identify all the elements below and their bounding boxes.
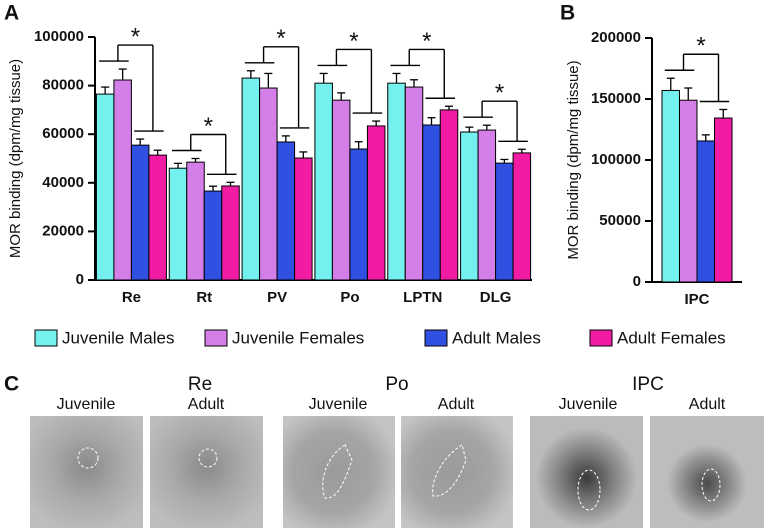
bar <box>714 117 733 283</box>
panel-label: A <box>4 2 19 25</box>
outline <box>577 469 601 511</box>
bar <box>349 148 368 281</box>
image <box>401 416 513 528</box>
significance: * <box>696 33 705 60</box>
y-tick-label: 150000 <box>591 90 641 107</box>
y-tick-label: 200000 <box>591 29 641 46</box>
bar <box>168 167 188 281</box>
x-tick-label: LPTN <box>403 289 442 306</box>
significance: * <box>131 23 140 50</box>
bar <box>314 82 333 281</box>
y-tick-label: 20000 <box>42 222 84 239</box>
panel-label: B <box>560 2 575 25</box>
significance: * <box>349 28 358 55</box>
outline <box>198 448 218 468</box>
image <box>30 416 143 528</box>
bar <box>130 144 150 281</box>
bar <box>439 109 459 281</box>
image <box>150 416 263 528</box>
bar <box>696 140 715 283</box>
image-label: Juvenile <box>57 396 116 413</box>
legend-label: Juvenile Females <box>232 328 364 347</box>
bar <box>186 161 205 281</box>
bar <box>661 89 680 283</box>
y-axis-label: MOR binding (dpm/mg tissue) <box>7 59 24 258</box>
significance: * <box>276 25 285 52</box>
bar <box>495 162 514 281</box>
y-tick-label: 0 <box>76 271 84 288</box>
bar <box>241 77 261 281</box>
x-tick-label: Po <box>340 289 359 306</box>
bar <box>259 87 278 281</box>
image-label: Adult <box>689 396 726 413</box>
bar <box>679 99 698 283</box>
image <box>530 416 643 528</box>
x-tick-label: Rt <box>196 289 212 306</box>
bar <box>331 99 351 281</box>
legend-swatch <box>204 329 228 347</box>
outline <box>432 444 467 497</box>
x-tick-label: DLG <box>480 289 512 306</box>
bar <box>387 82 406 281</box>
legend-label: Juvenile Males <box>62 328 174 347</box>
bar <box>203 190 223 281</box>
bar <box>460 131 479 281</box>
y-tick-label: 80000 <box>42 77 84 94</box>
outline <box>322 444 353 499</box>
bar <box>95 93 115 281</box>
legend-swatch <box>424 329 448 347</box>
bar <box>113 79 132 281</box>
image-label: Juvenile <box>559 396 618 413</box>
group-title: Re <box>188 374 212 395</box>
y-tick-label: 50000 <box>599 212 641 229</box>
legend-swatch <box>589 329 613 347</box>
image-label: Adult <box>438 396 475 413</box>
legend-swatch <box>34 329 58 347</box>
image-label: Juvenile <box>309 396 368 413</box>
group-title: Po <box>385 374 408 395</box>
y-axis-label: MOR binding (dpm/mg tissue) <box>565 60 582 259</box>
group-title: IPC <box>632 374 664 395</box>
panel-c-images <box>30 416 764 528</box>
bar <box>477 129 497 281</box>
x-tick-label: IPC <box>684 291 709 308</box>
outline <box>77 447 99 469</box>
legend-label: Adult Males <box>452 328 541 347</box>
bar <box>366 125 386 281</box>
bar <box>148 154 167 281</box>
y-tick-label: 60000 <box>42 125 84 142</box>
y-tick-label: 100000 <box>591 151 641 168</box>
significance: * <box>422 28 431 55</box>
x-tick-label: PV <box>267 289 287 306</box>
bar <box>294 157 313 281</box>
y-tick-label: 40000 <box>42 174 84 191</box>
legend-label: Adult Females <box>617 328 726 347</box>
panel-label: C <box>4 373 19 396</box>
x-tick-label: Re <box>122 289 141 306</box>
y-tick-label: 0 <box>633 273 641 290</box>
outline <box>701 468 721 502</box>
image-label: Adult <box>188 396 225 413</box>
bar <box>422 124 441 281</box>
image <box>283 416 395 528</box>
y-tick-label: 100000 <box>34 28 84 45</box>
bar <box>221 185 240 281</box>
bar <box>404 86 424 281</box>
bar <box>512 152 532 281</box>
image <box>650 416 764 528</box>
significance: * <box>495 80 504 107</box>
significance: * <box>204 113 213 140</box>
bar <box>276 141 296 281</box>
